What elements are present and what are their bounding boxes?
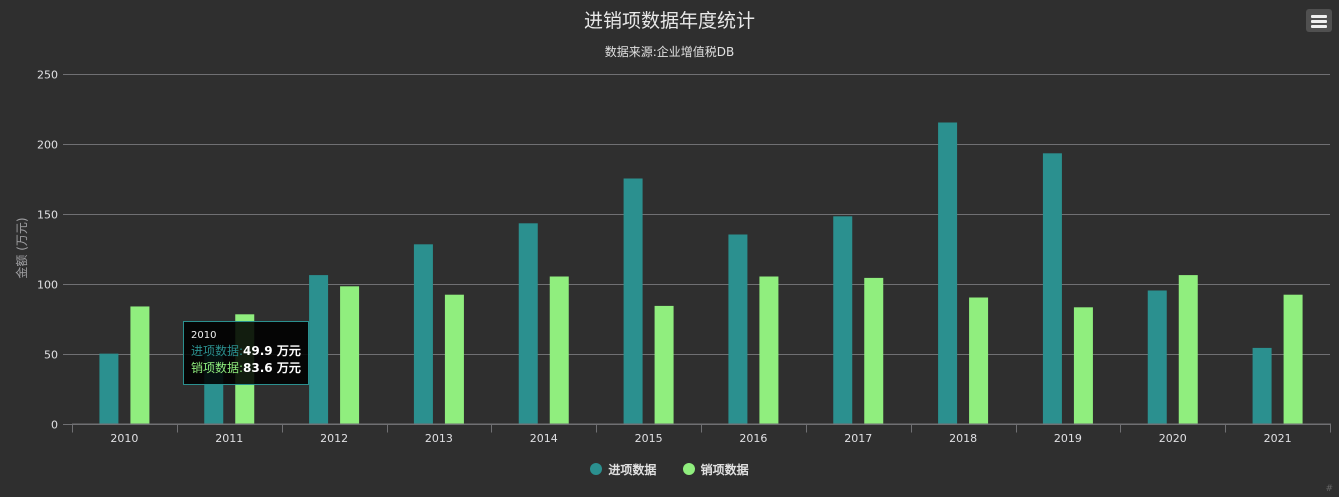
- bar-2-2021: [1283, 294, 1303, 424]
- legend-dot: [682, 463, 695, 475]
- bar-2-2017: [864, 277, 884, 424]
- bar-1-2020: [1147, 290, 1167, 424]
- tooltip-value: 49.9 万元: [243, 344, 301, 358]
- legend-label: 进项数据: [608, 463, 657, 477]
- chart-title: 进销项数据年度统计: [583, 10, 755, 32]
- bar-1-2010: [99, 353, 119, 424]
- chart-subtitle: 数据来源:企业增值税DB: [604, 45, 735, 59]
- bar-1-2019: [1042, 153, 1062, 424]
- bar-2-2020: [1178, 275, 1198, 424]
- bar-1-2016: [728, 234, 748, 424]
- y-tick-label: 50: [44, 349, 58, 362]
- tooltip-value: 83.6 万元: [243, 361, 301, 375]
- menu-line: [1311, 15, 1327, 18]
- credit-link[interactable]: #: [1325, 484, 1333, 494]
- legend: 进项数据 销项数据: [0, 461, 1339, 478]
- bar-1-2021: [1252, 347, 1272, 424]
- x-tick-label: 2019: [1054, 432, 1082, 445]
- bar-2-2018: [969, 297, 989, 424]
- tooltip-label: 销项数据:: [191, 361, 244, 375]
- bar-1-2018: [938, 122, 958, 424]
- x-tick-label: 2013: [425, 432, 453, 445]
- x-tick-label: 2012: [320, 432, 348, 445]
- x-tick-label: 2021: [1264, 432, 1292, 445]
- bar-2-2015: [654, 305, 674, 424]
- bar-1-2015: [623, 178, 643, 424]
- y-tick-label: 100: [37, 279, 58, 292]
- x-tick-label: 2017: [844, 432, 872, 445]
- menu-line: [1311, 25, 1327, 28]
- hamburger-menu-icon[interactable]: [1306, 9, 1332, 32]
- tooltip-row: 进项数据:49.9 万元: [191, 343, 301, 360]
- menu-line: [1311, 20, 1327, 23]
- bar-1-2017: [833, 216, 853, 424]
- x-tick-label: 2011: [215, 432, 243, 445]
- x-tick-label: 2018: [949, 432, 977, 445]
- bar-2-2013: [444, 294, 464, 424]
- bar-2-2019: [1073, 307, 1093, 424]
- bar-2-2010: [130, 306, 150, 424]
- x-tick-label: 2020: [1159, 432, 1187, 445]
- legend-label: 销项数据: [700, 463, 749, 477]
- x-tick-label: 2010: [110, 432, 138, 445]
- x-tick-label: 2014: [530, 432, 558, 445]
- bar-1-2014: [518, 223, 538, 424]
- y-tick-label: 250: [37, 69, 58, 82]
- legend-item-series-1[interactable]: 进项数据: [590, 461, 656, 478]
- y-tick-label: 200: [37, 139, 58, 152]
- tooltip-header: 2010: [191, 330, 217, 341]
- tooltip: 2010 进项数据:49.9 万元 销项数据:83.6 万元: [183, 321, 309, 385]
- bar-2-2012: [340, 286, 360, 424]
- x-tick-label: 2016: [739, 432, 767, 445]
- y-axis-title: 金额 (万元): [14, 217, 29, 278]
- legend-dot: [590, 463, 603, 475]
- y-tick-label: 150: [37, 209, 58, 222]
- tooltip-row: 销项数据:83.6 万元: [191, 360, 301, 377]
- x-tick-label: 2015: [635, 432, 663, 445]
- bar-1-2012: [309, 275, 329, 424]
- bar-2-2016: [759, 276, 779, 424]
- bar-2-2014: [549, 276, 569, 424]
- legend-item-series-2[interactable]: 销项数据: [682, 461, 749, 478]
- tooltip-label: 进项数据:: [191, 344, 244, 358]
- bar-1-2013: [413, 244, 433, 424]
- y-tick-label: 0: [51, 419, 58, 432]
